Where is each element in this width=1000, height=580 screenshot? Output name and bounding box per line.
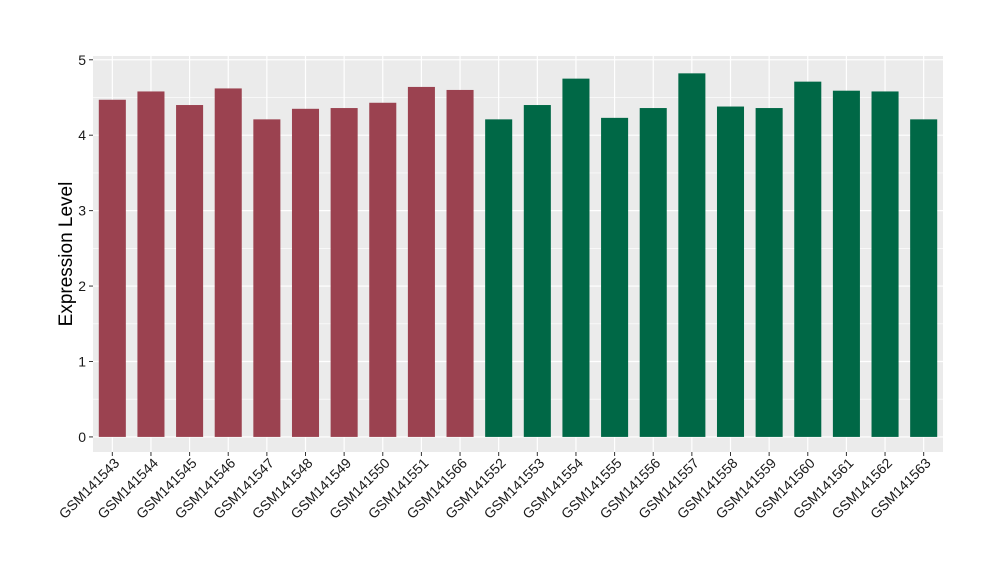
bar — [678, 73, 706, 437]
bar — [407, 86, 435, 437]
bar — [832, 90, 860, 437]
bar — [910, 119, 938, 437]
bar — [523, 105, 551, 437]
bar — [176, 105, 204, 437]
bar — [601, 117, 629, 437]
y-axis: 0 1 2 3 4 5 — [78, 52, 93, 445]
y-tick-label: 2 — [78, 278, 86, 294]
y-tick-label: 3 — [78, 203, 86, 219]
bar — [137, 91, 165, 437]
bar — [639, 108, 667, 437]
bar — [98, 99, 126, 437]
y-tick-label: 5 — [78, 52, 86, 68]
bar — [330, 108, 358, 437]
y-tick-label: 0 — [78, 429, 86, 445]
bar — [562, 78, 590, 437]
bars — [98, 73, 938, 437]
bar — [871, 91, 899, 437]
y-tick-label: 1 — [78, 353, 86, 369]
bar — [253, 119, 281, 437]
y-axis-title: Expression Level — [56, 182, 77, 327]
bar — [716, 106, 745, 437]
bar — [485, 119, 513, 437]
bar — [755, 108, 783, 437]
y-tick-label: 4 — [78, 127, 86, 143]
bar — [214, 88, 242, 437]
bar — [369, 102, 397, 437]
bar — [291, 108, 320, 437]
x-axis: GSM141543GSM141544GSM141545GSM141546GSM1… — [56, 452, 934, 522]
bar — [794, 81, 822, 437]
bar — [446, 89, 474, 437]
